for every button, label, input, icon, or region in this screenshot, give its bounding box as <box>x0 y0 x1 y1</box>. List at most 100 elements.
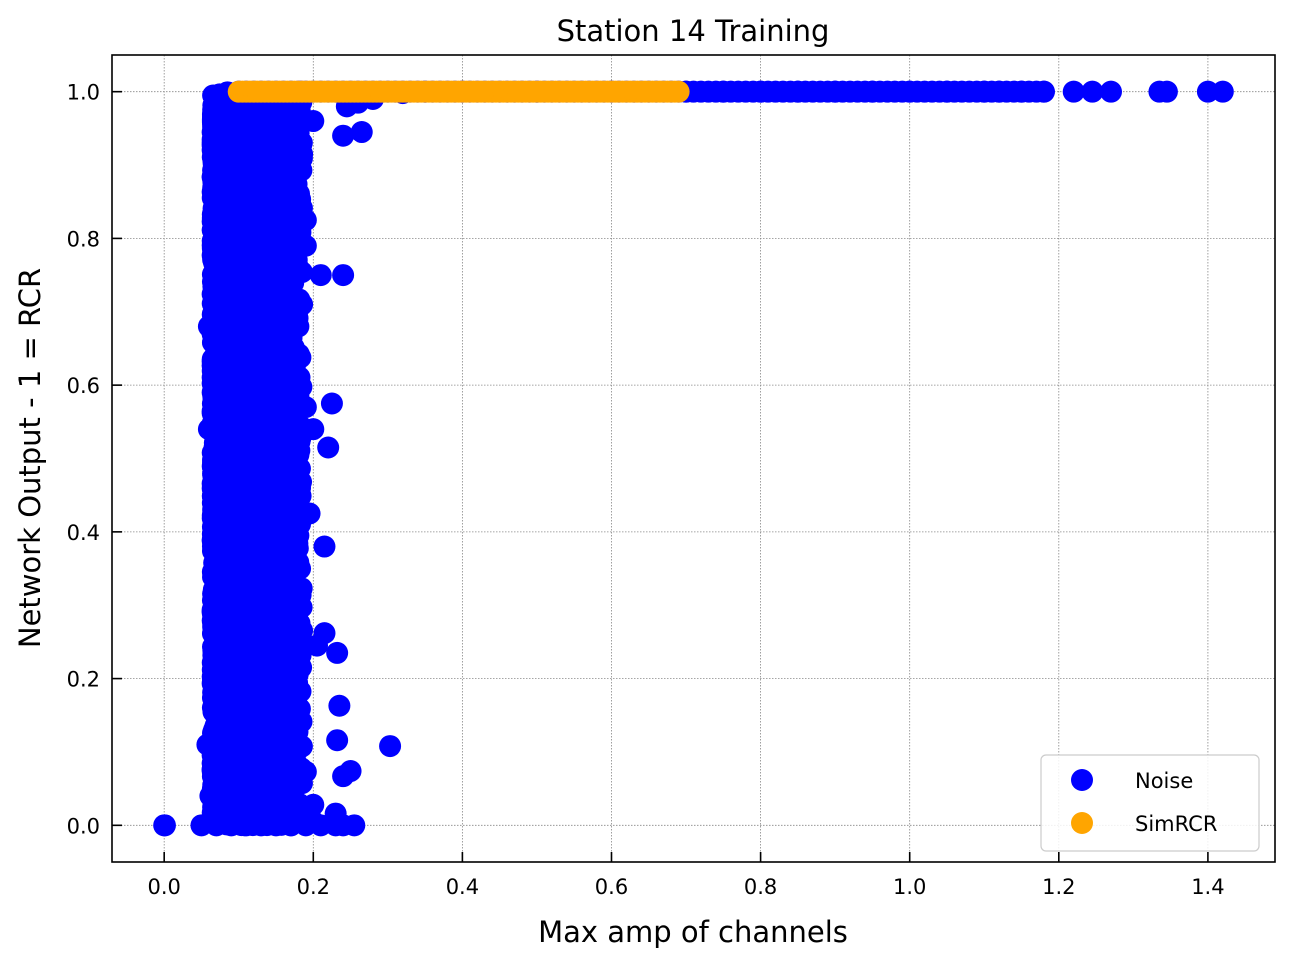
noise-point <box>208 670 231 693</box>
noise-point <box>250 424 273 447</box>
noise-point <box>213 383 236 406</box>
noise-point <box>202 600 225 623</box>
x-tick-label: 1.4 <box>1191 875 1224 899</box>
plot-frame <box>111 54 1276 863</box>
noise-point <box>294 760 317 783</box>
noise-point <box>263 371 286 394</box>
axis-ticks: 0.0 0.2 0.4 0.6 0.8 1.0 1.2 1.4 0.0 0.2 0.4 0.6 0.8 1… <box>67 81 1225 899</box>
y-tick-label: 0.0 <box>67 814 100 838</box>
noise-point <box>294 209 317 232</box>
x-tick-label: 0.8 <box>744 875 777 899</box>
legend-marker-noise <box>1071 769 1093 791</box>
legend-label-simrcr: SimRCR <box>1135 812 1217 836</box>
noise-point <box>283 476 306 499</box>
noise-point <box>261 284 284 307</box>
noise-point <box>287 443 310 466</box>
noise-point <box>302 793 325 816</box>
noise-point <box>861 80 884 103</box>
noise-point <box>260 700 283 723</box>
legend-box <box>1040 754 1260 852</box>
x-tick-label: 0.0 <box>147 875 180 899</box>
y-tick-label: 0.8 <box>67 227 100 251</box>
noise-point <box>749 80 772 103</box>
noise-point <box>228 730 251 753</box>
legend-marker-simrcr <box>1071 812 1093 834</box>
noise-point <box>226 147 249 170</box>
noise-point <box>242 331 265 354</box>
noise-point <box>207 487 230 510</box>
noise-point <box>199 784 222 807</box>
noise-point <box>1081 80 1104 103</box>
noise-point <box>786 80 809 103</box>
noise-point <box>252 268 275 291</box>
x-tick-label: 0.6 <box>595 875 628 899</box>
noise-point <box>289 644 312 667</box>
noise-point <box>1062 80 1085 103</box>
noise-point <box>254 753 277 776</box>
noise-point <box>350 121 373 144</box>
chart-title: Station 14 Training <box>557 14 830 48</box>
noise-point <box>216 412 239 435</box>
noise-point <box>204 532 227 555</box>
noise-point <box>245 289 268 312</box>
x-axis-label: Max amp of channels <box>538 915 848 949</box>
noise-point <box>153 814 176 837</box>
noise-point <box>343 814 366 837</box>
noise-point <box>257 174 280 197</box>
noise-point <box>236 190 259 213</box>
noise-point <box>259 201 282 224</box>
noise-point <box>332 264 355 287</box>
noise-point <box>298 502 321 525</box>
noise-point <box>302 110 325 133</box>
noise-point <box>294 396 317 419</box>
legend: Noise SimRCR <box>1040 754 1260 852</box>
noise-point <box>324 802 347 825</box>
noise-point <box>935 80 958 103</box>
noise-point <box>313 535 336 558</box>
noise-point <box>320 392 343 415</box>
noise-point <box>201 322 224 345</box>
noise-point <box>1099 80 1122 103</box>
noise-point <box>225 438 248 461</box>
noise-point <box>262 609 285 632</box>
y-axis-label: Network Output - 1 = RCR <box>13 268 47 648</box>
noise-point <box>287 315 310 338</box>
noise-point <box>276 129 299 152</box>
noise-point <box>1032 80 1055 103</box>
noise-point <box>244 360 267 383</box>
noise-point <box>218 298 241 321</box>
noise-point <box>251 512 274 535</box>
noise-point <box>263 149 286 172</box>
noise-point <box>265 591 288 614</box>
noise-point <box>252 533 275 556</box>
noise-point <box>265 639 288 662</box>
y-tick-label: 0.6 <box>67 374 100 398</box>
noise-point <box>898 80 921 103</box>
noise-point <box>209 249 232 272</box>
noise-point <box>197 418 220 441</box>
noise-point <box>204 630 227 653</box>
noise-point <box>220 769 243 792</box>
noise-point <box>988 80 1011 103</box>
noise-point <box>283 593 306 616</box>
noise-point <box>238 678 261 701</box>
noise-point <box>245 388 268 411</box>
noise-point <box>285 376 308 399</box>
noise-point <box>202 516 225 539</box>
noise-point <box>277 190 300 213</box>
noise-point <box>332 765 355 788</box>
noise-point <box>232 495 255 518</box>
noise-point <box>291 143 314 166</box>
noise-point <box>262 241 285 264</box>
noise-point <box>248 788 271 811</box>
y-tick-label: 1.0 <box>67 81 100 105</box>
noise-point <box>302 418 325 441</box>
noise-point <box>332 124 355 147</box>
noise-point <box>217 690 240 713</box>
noise-point <box>279 707 302 730</box>
y-tick-label: 0.4 <box>67 521 100 545</box>
noise-point <box>309 264 332 287</box>
noise-point <box>201 210 224 233</box>
legend-label-noise: Noise <box>1135 769 1193 793</box>
